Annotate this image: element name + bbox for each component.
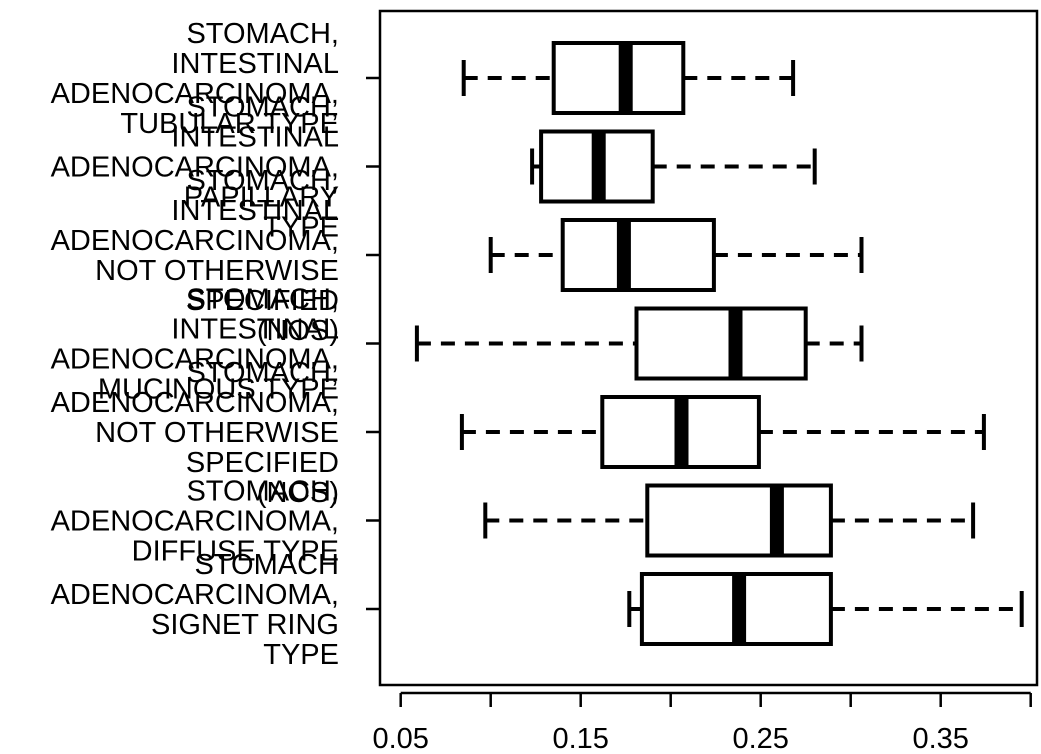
category-label-line: NOT OTHERWISE xyxy=(95,255,339,287)
category-label-line: ADENOCARCINOMA, xyxy=(51,152,339,184)
category-labels: STOMACH, INTESTINAL ADENOCARCINOMA, TUBULAR… xyxy=(51,18,339,671)
box-7 xyxy=(366,572,1024,646)
box-3 xyxy=(366,218,864,292)
box-4 xyxy=(366,306,864,381)
category-label-line: ADENOCARCINOMA, xyxy=(51,78,339,110)
box-iqr xyxy=(551,41,686,115)
category-label-line: MUCINOUS TYPE xyxy=(98,374,339,406)
boxes-layer xyxy=(366,41,1024,646)
category-label-line: STOMACH, xyxy=(186,476,339,508)
category-label: STOMACH ADENOCARCINOMA, SIGNET RING TYPE xyxy=(51,549,339,671)
category-label: STOMACH, INTESTINAL ADENOCARCINOMA, PAPILLA… xyxy=(51,92,339,244)
category-label-line: (NOS) xyxy=(257,477,339,509)
x-tick-label: 0.15 xyxy=(552,723,608,754)
category-label-line: ADENOCARCINOMA, xyxy=(51,225,339,257)
category-label: STOMACH, ADENOCARCINOMA, NOT OTHERWISE SPEC… xyxy=(51,357,339,509)
plot-frame xyxy=(378,9,1039,687)
category-label-line: STOMACH, xyxy=(186,18,339,50)
x-tick-label: 0.05 xyxy=(372,723,428,754)
box-6 xyxy=(366,483,976,558)
category-label: STOMACH, INTESTINAL ADENOCARCINOMA, TUBULAR… xyxy=(51,18,339,140)
box-iqr xyxy=(645,483,833,558)
category-label-line: ADENOCARCINOMA, xyxy=(51,506,339,538)
x-axis: 0.05 0.15 0.25 0.35 xyxy=(372,691,1032,754)
category-label-line: TYPE xyxy=(263,212,339,244)
category-label-line: DIFFUSE TYPE xyxy=(132,536,339,568)
category-label-line: TUBULAR TYPE xyxy=(120,108,339,140)
category-label-line: STOMACH, xyxy=(186,92,339,124)
category-label-line: INTESTINAL xyxy=(171,122,339,154)
category-label-line: SPECIFIED xyxy=(186,285,339,317)
box-1 xyxy=(366,41,796,115)
box-5 xyxy=(366,395,986,469)
category-label-line: PAPILLARY xyxy=(184,182,339,214)
category-label-line: ADENOCARCINOMA, xyxy=(51,387,339,419)
category-label: STOMACH, INTESTINAL ADENOCARCINOMA, NOT OTH… xyxy=(51,165,339,347)
category-label-line: STOMACH, xyxy=(186,165,339,197)
box-iqr xyxy=(560,218,716,292)
category-label-line: SIGNET RING xyxy=(151,609,339,641)
x-tick-label: 0.25 xyxy=(732,723,788,754)
category-label: STOMACH, ADENOCARCINOMA, DIFFUSE TYPE xyxy=(51,476,339,568)
category-label: STOMACH, INTESTINAL ADENOCARCINOMA, MUCINOU… xyxy=(51,284,339,406)
category-label-line: TYPE xyxy=(263,639,339,671)
category-label-line: INTESTINAL xyxy=(171,48,339,80)
category-label-line: SPECIFIED xyxy=(186,447,339,479)
category-label-line: ADENOCARCINOMA, xyxy=(51,344,339,376)
box-2 xyxy=(366,129,817,204)
category-label-line: STOMACH xyxy=(195,549,339,581)
box-iqr xyxy=(634,306,808,381)
category-label-line: STOMACH, xyxy=(186,357,339,389)
category-label-line: NOT OTHERWISE xyxy=(95,417,339,449)
category-label-line: INTESTINAL xyxy=(171,195,339,227)
category-label-line: ADENOCARCINOMA, xyxy=(51,579,339,611)
category-label-line: STOMACH, xyxy=(186,284,339,316)
category-label-line: INTESTINAL xyxy=(171,314,339,346)
category-label-line: (NOS) xyxy=(257,315,339,347)
x-tick-label: 0.35 xyxy=(912,723,968,754)
